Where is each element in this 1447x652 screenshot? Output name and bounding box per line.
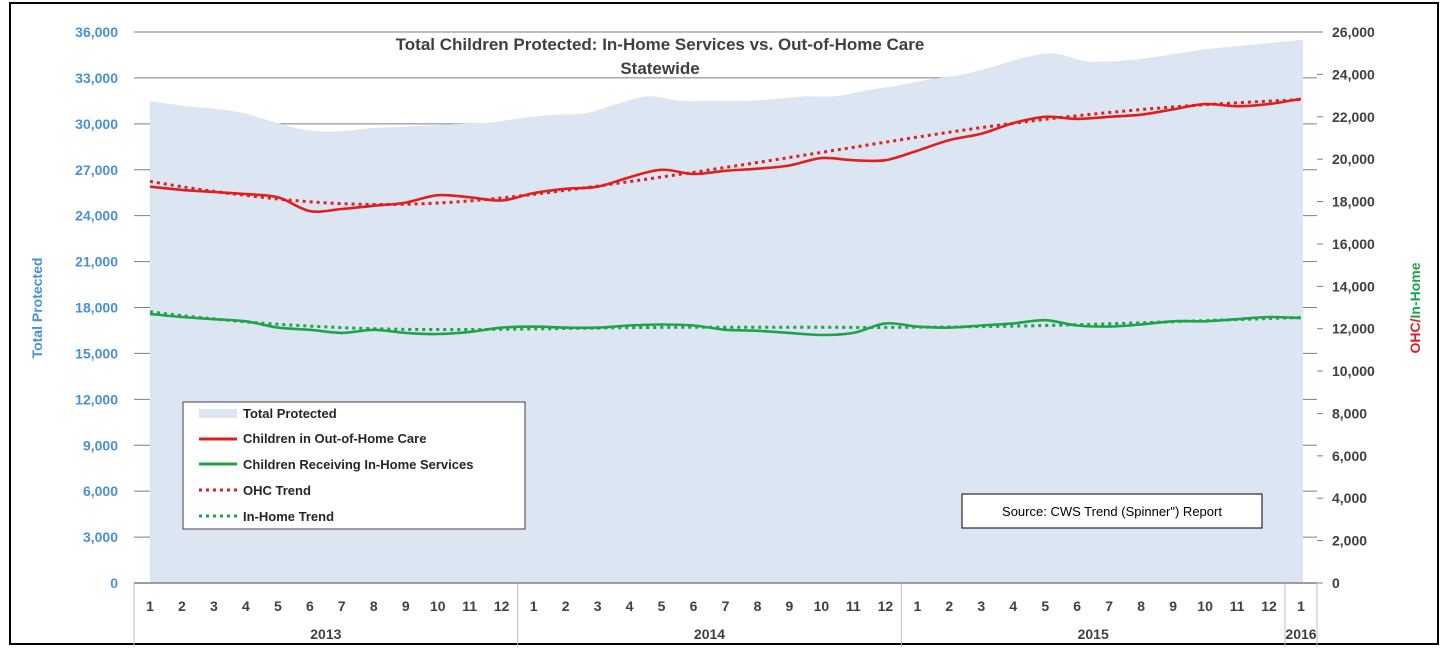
y-right-tick-label: 24,000: [1332, 66, 1375, 82]
x-tick-label-month: 3: [594, 598, 602, 614]
legend-swatch-total-protected: [199, 409, 237, 418]
x-tick-label-month: 2: [178, 598, 186, 614]
x-tick-label-month: 10: [430, 598, 446, 614]
x-tick-label-month: 1: [146, 598, 154, 614]
y-left-tick-label: 9,000: [83, 437, 118, 453]
source-box: [961, 493, 1263, 529]
x-tick-label-month: 10: [1197, 598, 1213, 614]
x-tick-label-month: 9: [402, 598, 410, 614]
x-tick-label-month: 1: [913, 598, 921, 614]
chart-title: Total Children Protected: In-Home Servic…: [396, 35, 925, 54]
x-tick-label-month: 7: [1105, 598, 1113, 614]
y-right-tick-label: 14,000: [1332, 278, 1375, 294]
x-tick-label-month: 12: [878, 598, 894, 614]
y-right-tick-label: 20,000: [1332, 151, 1375, 167]
x-tick-label-month: 12: [494, 598, 510, 614]
source-annotation: Source: CWS Trend (Spinner") Report: [961, 493, 1263, 529]
y-right-axis-title-ohc: OHC/: [1407, 318, 1423, 353]
line-in-home-trend: [149, 310, 1302, 332]
legend-label-in-home-trend: In-Home Trend: [243, 509, 334, 524]
y-right-tick-label: 6,000: [1332, 448, 1367, 464]
x-tick-label-month: 7: [338, 598, 346, 614]
x-tick-label-year: 2014: [694, 626, 725, 642]
x-tick-label-month: 11: [846, 598, 861, 614]
y-right-tick-label: 8,000: [1332, 405, 1367, 421]
x-tick-label-month: 9: [1169, 598, 1177, 614]
x-tick-label-month: 8: [370, 598, 378, 614]
line-children-receiving-in-home-services: [149, 312, 1302, 337]
x-tick-label-month: 1: [1297, 598, 1305, 614]
x-tick-label-month: 11: [462, 598, 477, 614]
y-left-tick-label: 15,000: [75, 345, 118, 361]
x-tick-label-month: 2: [945, 598, 953, 614]
x-tick-label-month: 8: [1137, 598, 1145, 614]
x-tick-label-month: 4: [242, 598, 250, 614]
y-right-tick-label: 0: [1332, 575, 1340, 591]
x-tick-label-month: 6: [690, 598, 698, 614]
x-tick-label-month: 1: [530, 598, 538, 614]
x-tick-label-month: 8: [754, 598, 762, 614]
y-left-tick-label: 33,000: [75, 70, 118, 86]
y-right-tick-label: 26,000: [1332, 24, 1375, 40]
y-left-tick-label: 18,000: [75, 300, 118, 316]
x-tick-label-month: 3: [977, 598, 985, 614]
y-left-tick-label: 24,000: [75, 208, 118, 224]
y-left-tick-label: 21,000: [75, 254, 118, 270]
x-tick-label-month: 11: [1230, 598, 1245, 614]
x-tick-label-year: 2013: [310, 626, 341, 642]
y-right-tick-label: 18,000: [1332, 194, 1375, 210]
legend-box: [182, 401, 526, 530]
y-right-tick-label: 12,000: [1332, 321, 1375, 337]
chart-subtitle: Statewide: [620, 59, 699, 78]
line-children-in-out-of-home-care: [149, 97, 1302, 213]
line-ohc-trend: [149, 98, 1302, 207]
x-tick-label-month: 3: [210, 598, 218, 614]
source-text: Source: CWS Trend (Spinner") Report: [1002, 504, 1222, 519]
x-tick-label-month: 5: [658, 598, 666, 614]
x-tick-label-month: 6: [306, 598, 314, 614]
y-right-axis-title: OHC/In-Home: [1407, 262, 1423, 353]
y-right-axis-title-inhome: In-Home: [1407, 262, 1423, 318]
x-tick-label-month: 2: [562, 598, 570, 614]
y-left-axis-title: Total Protected: [29, 258, 45, 359]
x-tick-label-month: 5: [274, 598, 282, 614]
y-left-tick-label: 36,000: [75, 24, 118, 40]
x-tick-label-month: 9: [786, 598, 794, 614]
x-tick-label-year: 2015: [1078, 626, 1109, 642]
legend-label-total-protected: Total Protected: [243, 406, 337, 421]
x-tick-label-month: 12: [1261, 598, 1277, 614]
y-left-tick-label: 30,000: [75, 116, 118, 132]
axes: 03,0006,0009,00012,00015,00018,00021,000…: [75, 24, 1375, 647]
y-right-tick-label: 22,000: [1332, 109, 1375, 125]
x-tick-label-month: 7: [722, 598, 730, 614]
legend-label-ohc-trend: OHC Trend: [243, 483, 311, 498]
y-left-tick-label: 27,000: [75, 162, 118, 178]
x-tick-label-month: 10: [814, 598, 830, 614]
legend-label-ohc: Children in Out-of-Home Care: [243, 431, 426, 446]
y-right-tick-label: 10,000: [1332, 363, 1375, 379]
y-left-tick-label: 6,000: [83, 483, 118, 499]
x-tick-label-year: 2016: [1285, 626, 1316, 642]
y-right-tick-label: 2,000: [1332, 533, 1367, 549]
y-left-tick-label: 0: [110, 575, 118, 591]
line-series: [149, 97, 1302, 337]
y-left-tick-label: 3,000: [83, 529, 118, 545]
x-tick-label-month: 4: [1009, 598, 1017, 614]
legend: Total Protected Children in Out-of-Home …: [182, 401, 526, 530]
x-tick-label-month: 4: [626, 598, 634, 614]
y-right-tick-label: 16,000: [1332, 236, 1375, 252]
x-tick-label-month: 6: [1073, 598, 1081, 614]
y-left-tick-label: 12,000: [75, 391, 118, 407]
legend-label-in-home: Children Receiving In-Home Services: [243, 457, 473, 472]
x-tick-label-month: 5: [1041, 598, 1049, 614]
y-right-tick-label: 4,000: [1332, 490, 1367, 506]
